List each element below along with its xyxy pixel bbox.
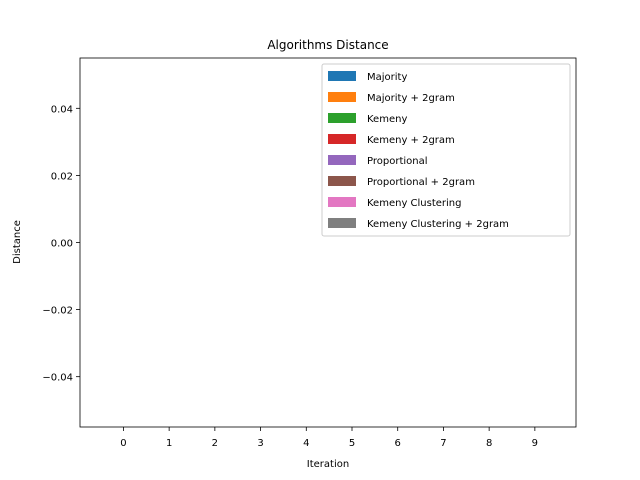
legend: Majority Majority + 2gram Kemeny Kemeny + 2… — [321, 63, 571, 237]
legend-label: Proportional — [367, 156, 428, 167]
legend-swatch — [328, 71, 356, 81]
x-tick-label: 1 — [166, 438, 172, 449]
x-tick-label: 7 — [440, 438, 446, 449]
x-tick-label: 0 — [120, 438, 126, 449]
legend-label: Majority — [367, 72, 407, 83]
legend-swatch — [328, 155, 356, 165]
legend-box — [321, 63, 571, 237]
x-tick-label: 8 — [486, 438, 492, 449]
legend-swatch — [328, 113, 356, 123]
legend-label: Kemeny — [367, 114, 407, 125]
legend-swatch — [328, 197, 356, 207]
y-tick-label: −0.04 — [42, 373, 73, 384]
legend-swatch — [328, 134, 356, 144]
x-axis: 0 1 2 3 4 5 6 7 8 9 — [120, 427, 538, 449]
x-tick-label: 6 — [395, 438, 401, 449]
legend-label: Kemeny Clustering + 2gram — [367, 219, 509, 230]
y-tick-label: 0.04 — [51, 104, 73, 115]
y-tick-label: −0.02 — [42, 306, 73, 317]
legend-label: Kemeny Clustering — [367, 198, 462, 209]
legend-label: Majority + 2gram — [367, 93, 455, 104]
x-axis-label: Iteration — [307, 459, 349, 470]
legend-swatch — [328, 218, 356, 228]
y-tick-label: 0.02 — [51, 171, 73, 182]
legend-swatch — [328, 92, 356, 102]
legend-label: Proportional + 2gram — [367, 177, 475, 188]
x-tick-label: 5 — [349, 438, 355, 449]
x-tick-label: 4 — [303, 438, 309, 449]
chart-title: Algorithms Distance — [267, 38, 388, 52]
legend-label: Kemeny + 2gram — [367, 135, 455, 146]
y-axis: −0.04 −0.02 0.00 0.02 0.04 — [42, 104, 80, 384]
y-tick-label: 0.00 — [51, 239, 73, 250]
x-tick-label: 3 — [257, 438, 263, 449]
legend-swatch — [328, 176, 356, 186]
y-axis-label: Distance — [12, 220, 23, 264]
x-tick-label: 2 — [212, 438, 218, 449]
x-tick-label: 9 — [532, 438, 538, 449]
